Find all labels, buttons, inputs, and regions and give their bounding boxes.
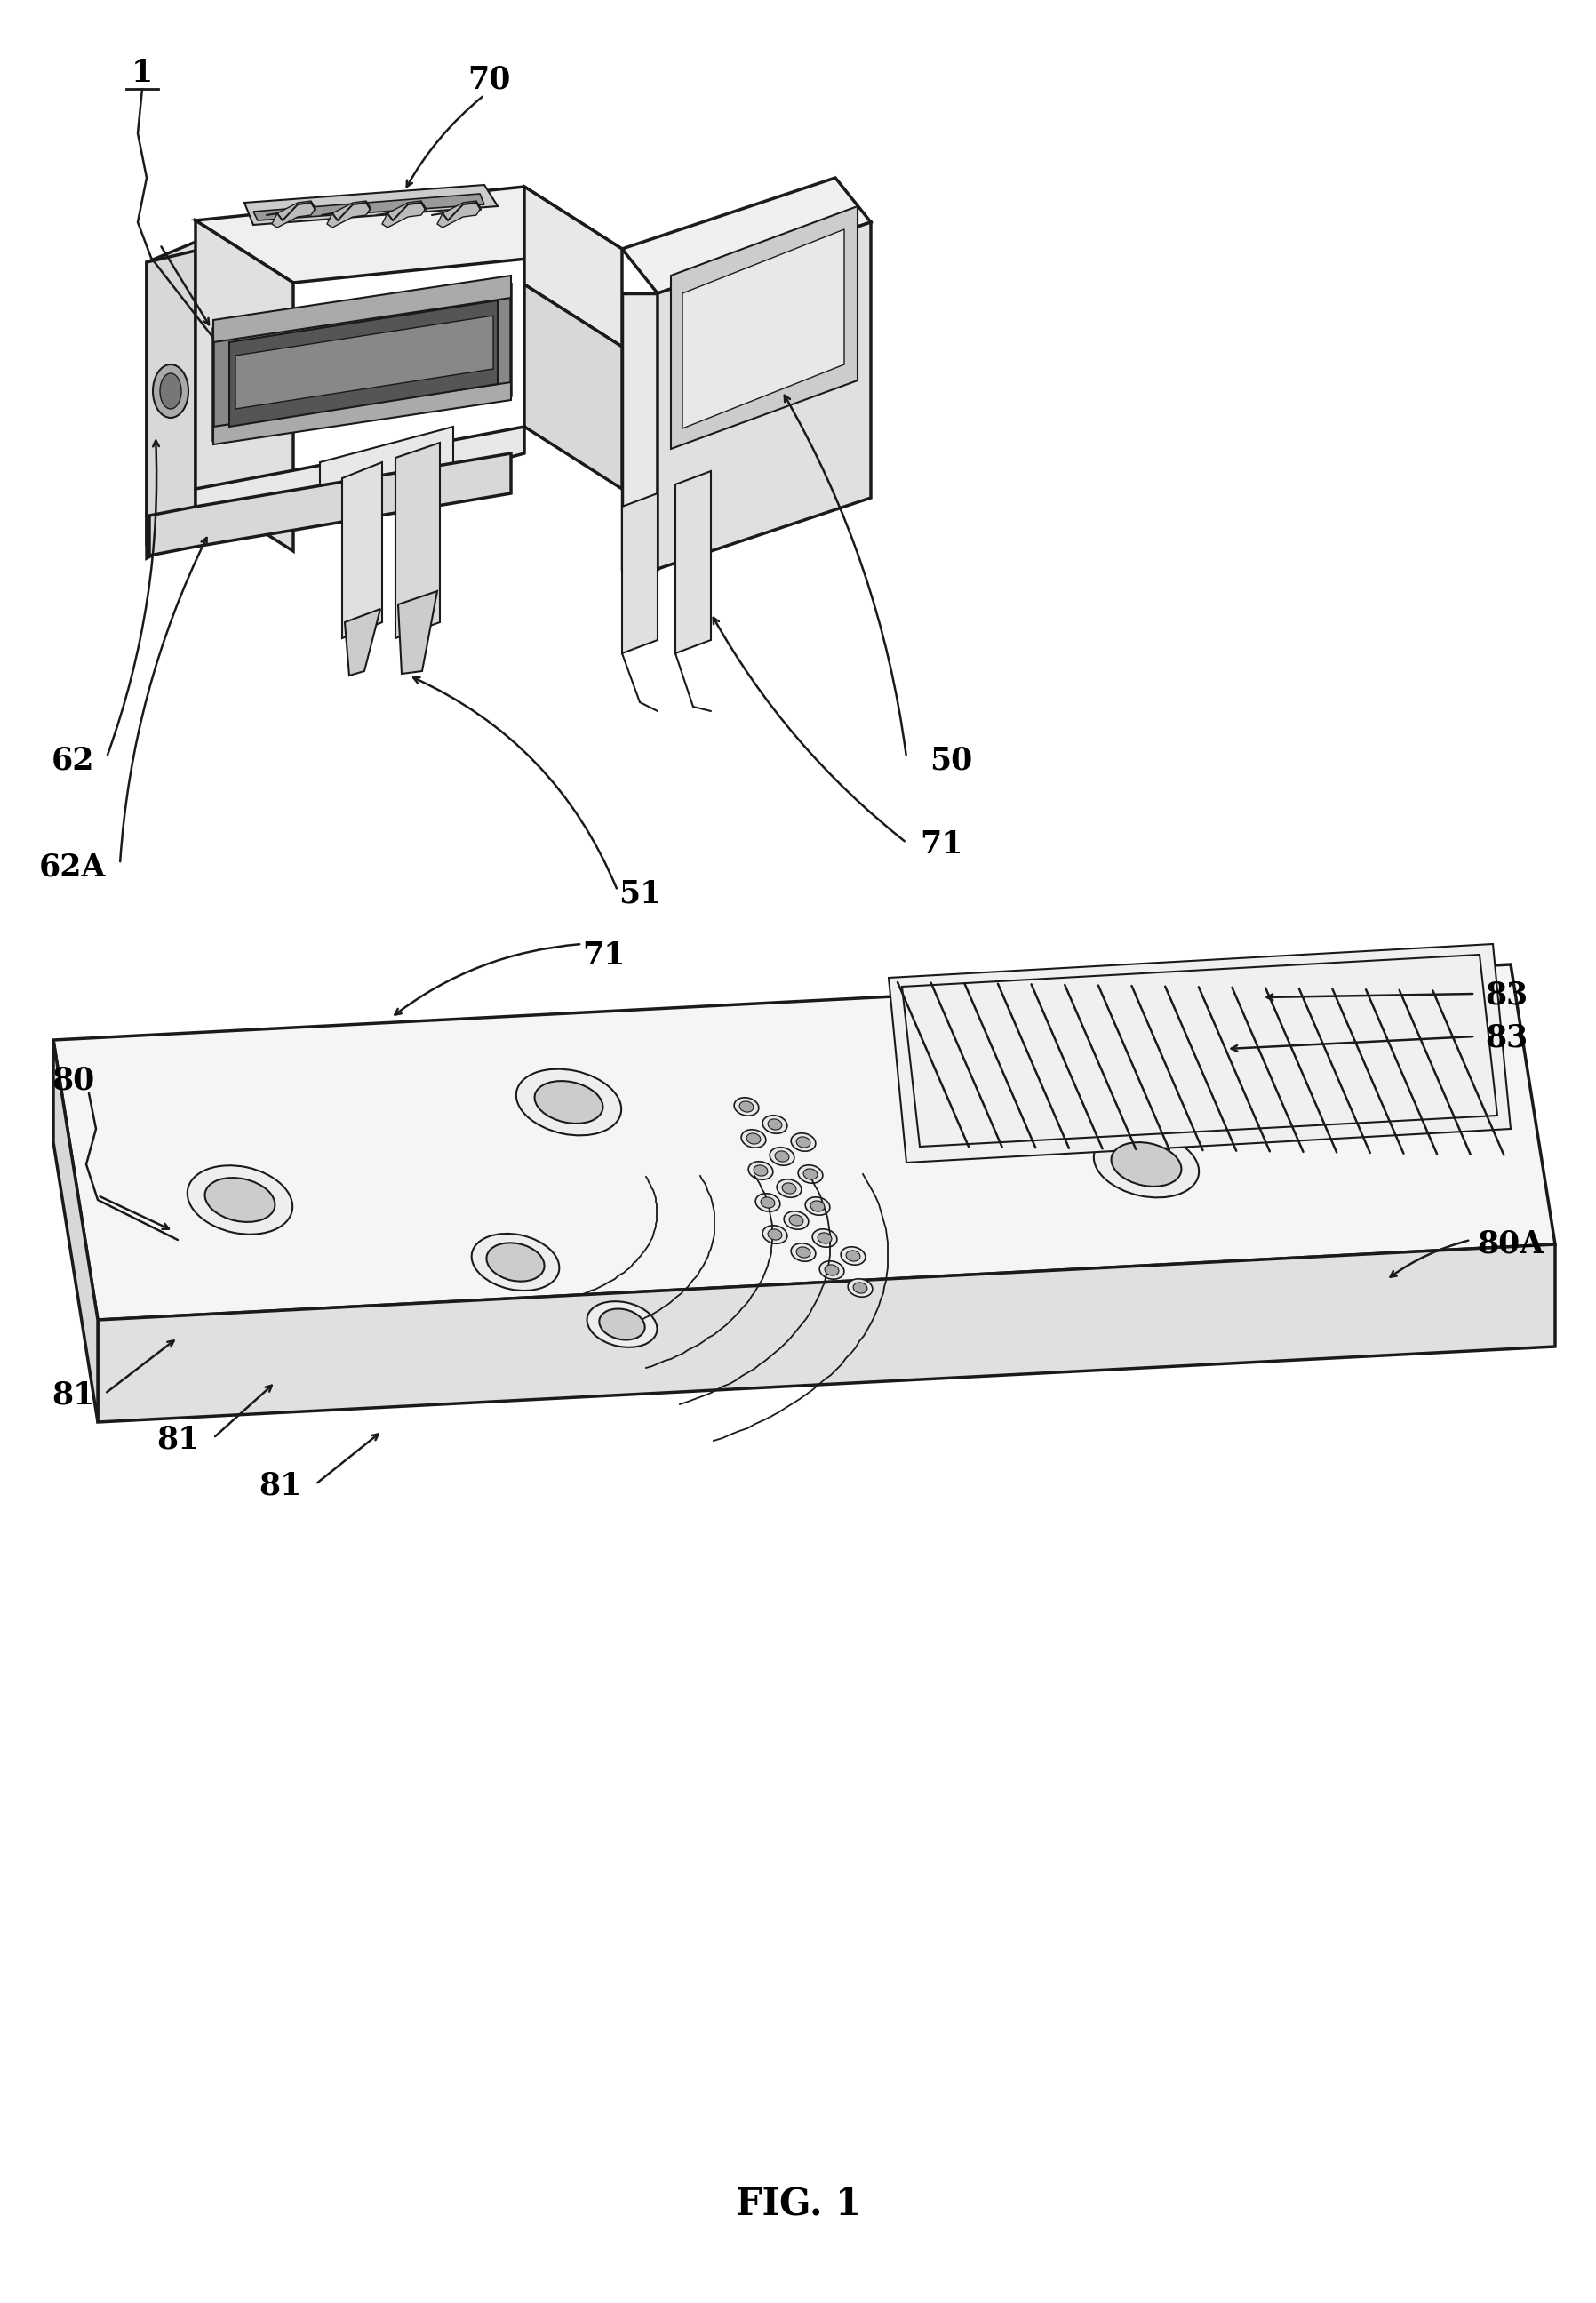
- Polygon shape: [236, 316, 493, 410]
- Polygon shape: [675, 472, 710, 654]
- Ellipse shape: [811, 1200, 825, 1211]
- Ellipse shape: [798, 1165, 824, 1184]
- Ellipse shape: [755, 1193, 780, 1211]
- Ellipse shape: [587, 1301, 658, 1347]
- Ellipse shape: [598, 1308, 645, 1340]
- Text: 81: 81: [156, 1426, 200, 1455]
- Polygon shape: [683, 230, 844, 428]
- Ellipse shape: [749, 1161, 772, 1179]
- Text: 50: 50: [929, 744, 972, 776]
- Polygon shape: [381, 200, 426, 228]
- Ellipse shape: [741, 1128, 766, 1147]
- Ellipse shape: [847, 1278, 873, 1297]
- Ellipse shape: [792, 1244, 816, 1262]
- Polygon shape: [53, 965, 1555, 1320]
- Polygon shape: [525, 286, 622, 488]
- Ellipse shape: [204, 1177, 275, 1223]
- Polygon shape: [150, 454, 511, 555]
- Ellipse shape: [846, 1251, 860, 1262]
- Ellipse shape: [1111, 1142, 1181, 1186]
- Ellipse shape: [187, 1165, 292, 1234]
- Polygon shape: [327, 200, 370, 228]
- Ellipse shape: [819, 1262, 844, 1278]
- Polygon shape: [214, 382, 511, 444]
- Ellipse shape: [796, 1246, 811, 1257]
- Text: 71: 71: [583, 940, 626, 970]
- Text: 51: 51: [618, 877, 661, 907]
- Ellipse shape: [796, 1138, 811, 1147]
- Polygon shape: [319, 426, 453, 520]
- Text: 70: 70: [468, 64, 511, 94]
- Polygon shape: [525, 187, 622, 348]
- Polygon shape: [437, 200, 480, 228]
- Polygon shape: [271, 200, 316, 228]
- Polygon shape: [889, 944, 1511, 1163]
- Polygon shape: [97, 1244, 1555, 1423]
- Polygon shape: [244, 184, 498, 226]
- Ellipse shape: [812, 1230, 836, 1248]
- Ellipse shape: [777, 1179, 801, 1198]
- Polygon shape: [214, 286, 511, 440]
- Ellipse shape: [768, 1230, 782, 1239]
- Ellipse shape: [788, 1216, 803, 1225]
- Text: 81: 81: [259, 1472, 302, 1502]
- Ellipse shape: [817, 1232, 832, 1244]
- Ellipse shape: [854, 1283, 867, 1294]
- Polygon shape: [622, 493, 658, 654]
- Polygon shape: [195, 426, 525, 516]
- Polygon shape: [345, 608, 380, 675]
- Ellipse shape: [535, 1080, 603, 1124]
- Ellipse shape: [471, 1234, 559, 1290]
- Ellipse shape: [487, 1244, 544, 1280]
- Text: 62A: 62A: [40, 852, 107, 882]
- Polygon shape: [53, 1041, 97, 1423]
- Ellipse shape: [768, 1119, 782, 1131]
- Ellipse shape: [739, 1101, 753, 1112]
- Text: 83: 83: [1484, 981, 1527, 1011]
- Ellipse shape: [763, 1115, 787, 1133]
- Polygon shape: [195, 221, 294, 550]
- Text: 80A: 80A: [1478, 1230, 1543, 1260]
- Polygon shape: [147, 237, 204, 544]
- Polygon shape: [670, 207, 857, 449]
- Ellipse shape: [753, 1165, 768, 1177]
- Ellipse shape: [763, 1225, 787, 1244]
- Text: 81: 81: [51, 1379, 94, 1412]
- Text: 83: 83: [1484, 1023, 1527, 1052]
- Ellipse shape: [782, 1184, 796, 1193]
- Ellipse shape: [761, 1198, 774, 1209]
- Text: 1: 1: [131, 58, 153, 88]
- Ellipse shape: [841, 1246, 865, 1264]
- Text: 71: 71: [921, 829, 964, 859]
- Ellipse shape: [160, 373, 182, 410]
- Text: 62: 62: [51, 744, 94, 776]
- Ellipse shape: [734, 1099, 758, 1115]
- Polygon shape: [195, 187, 622, 283]
- Ellipse shape: [806, 1198, 830, 1216]
- Ellipse shape: [153, 364, 188, 417]
- Polygon shape: [254, 193, 484, 221]
- Polygon shape: [230, 299, 498, 426]
- Polygon shape: [396, 442, 440, 638]
- Ellipse shape: [516, 1069, 621, 1135]
- Text: 80: 80: [51, 1064, 94, 1094]
- Ellipse shape: [784, 1211, 809, 1230]
- Ellipse shape: [747, 1133, 761, 1145]
- Text: FIG. 1: FIG. 1: [736, 2186, 860, 2222]
- Polygon shape: [147, 251, 195, 557]
- Polygon shape: [342, 463, 381, 638]
- Ellipse shape: [769, 1147, 795, 1165]
- Polygon shape: [397, 592, 437, 675]
- Ellipse shape: [825, 1264, 839, 1276]
- Ellipse shape: [776, 1152, 788, 1161]
- Polygon shape: [622, 177, 871, 292]
- Polygon shape: [214, 276, 511, 343]
- Polygon shape: [658, 221, 871, 569]
- Ellipse shape: [792, 1133, 816, 1152]
- Ellipse shape: [1093, 1131, 1199, 1198]
- Ellipse shape: [803, 1168, 817, 1179]
- Polygon shape: [622, 292, 658, 569]
